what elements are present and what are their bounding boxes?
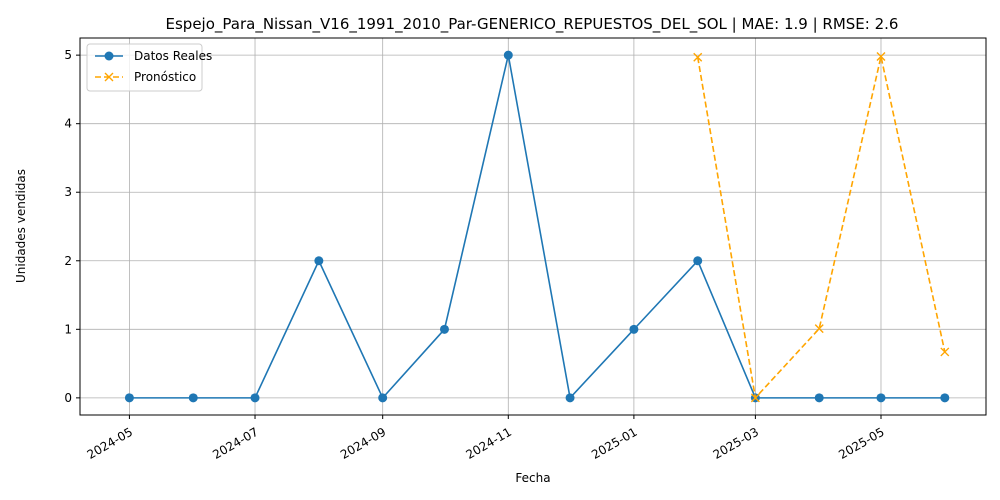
y-tick-label: 4: [64, 117, 72, 131]
chart-title: Espejo_Para_Nissan_V16_1991_2010_Par-GEN…: [166, 15, 899, 34]
data-point: [940, 393, 950, 403]
data-point: [378, 393, 388, 403]
data-point: [940, 347, 950, 357]
data-point: [124, 393, 134, 403]
y-tick-label: 3: [64, 185, 72, 199]
legend-entry: Pronóstico: [134, 70, 196, 84]
data-point: [876, 52, 886, 62]
series-datos-reales: [124, 50, 950, 403]
data-point: [188, 393, 198, 403]
x-tick-label: 2025-05: [836, 425, 886, 462]
y-tick-label: 1: [64, 322, 72, 336]
data-point: [104, 72, 114, 82]
x-axis-label: Fecha: [515, 471, 550, 485]
y-axis: 0 1 2 3 4 5: [64, 48, 80, 405]
data-point: [250, 393, 260, 403]
data-point: [814, 393, 824, 403]
x-tick-label: 2024-09: [338, 425, 388, 462]
data-point: [314, 256, 324, 266]
data-point: [750, 393, 760, 403]
data-point: [565, 393, 575, 403]
grid-lines: [80, 38, 986, 415]
x-tick-label: 2025-01: [589, 425, 639, 462]
x-tick-label: 2024-05: [85, 425, 135, 462]
series-line: [696, 56, 946, 400]
legend-entry: Datos Reales: [134, 49, 212, 63]
series-pron-stico: [693, 52, 950, 403]
data-point: [876, 393, 886, 403]
series-layer: [124, 50, 950, 403]
data-point: [104, 51, 114, 61]
data-point: [503, 50, 513, 60]
y-tick-label: 2: [64, 254, 72, 268]
data-point: [629, 324, 639, 334]
y-tick-label: 0: [64, 391, 72, 405]
plot-frame: [79, 37, 987, 416]
data-point: [439, 324, 449, 334]
data-point: [814, 324, 824, 334]
x-tick-label: 2024-11: [464, 425, 514, 462]
y-axis-label: Unidades vendidas: [14, 169, 28, 283]
data-point: [693, 52, 703, 62]
series-line: [129, 54, 945, 400]
y-tick-label: 5: [64, 48, 72, 62]
x-tick-label: 2025-03: [711, 425, 761, 462]
legend: Datos Reales Pronóstico: [86, 43, 212, 92]
data-point: [693, 256, 703, 266]
x-tick-label: 2024-07: [210, 425, 260, 462]
x-axis: 2024-05 2024-07 2024-09 2024-11 2025-01 2025-…: [85, 415, 887, 462]
